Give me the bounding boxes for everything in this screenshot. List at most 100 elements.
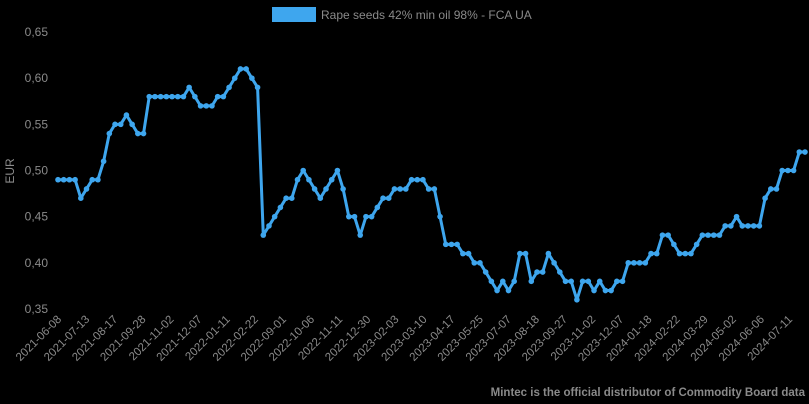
- data-point[interactable]: [699, 232, 706, 238]
- data-point[interactable]: [323, 186, 329, 192]
- data-point[interactable]: [460, 250, 466, 257]
- data-point[interactable]: [579, 278, 586, 285]
- data-point[interactable]: [762, 195, 768, 201]
- data-point[interactable]: [528, 278, 535, 285]
- data-point[interactable]: [482, 269, 489, 275]
- data-point[interactable]: [414, 176, 421, 183]
- data-point[interactable]: [385, 195, 392, 201]
- data-point[interactable]: [659, 232, 666, 238]
- data-point[interactable]: [631, 260, 637, 266]
- data-point[interactable]: [693, 241, 700, 248]
- data-point[interactable]: [117, 121, 124, 128]
- data-point[interactable]: [494, 287, 500, 294]
- data-point[interactable]: [619, 278, 626, 285]
- data-point[interactable]: [380, 195, 386, 201]
- data-point[interactable]: [192, 93, 198, 100]
- data-point[interactable]: [596, 278, 603, 285]
- data-point[interactable]: [243, 66, 249, 72]
- data-point[interactable]: [488, 278, 495, 285]
- data-point[interactable]: [174, 93, 181, 100]
- data-point[interactable]: [722, 223, 728, 229]
- data-point[interactable]: [425, 186, 432, 192]
- data-point[interactable]: [499, 278, 506, 285]
- data-point[interactable]: [431, 186, 438, 192]
- data-point[interactable]: [403, 186, 409, 192]
- data-point[interactable]: [448, 241, 455, 248]
- data-point[interactable]: [197, 103, 204, 109]
- data-point[interactable]: [733, 213, 740, 220]
- data-point[interactable]: [676, 250, 683, 257]
- data-point[interactable]: [614, 278, 620, 285]
- data-point[interactable]: [437, 213, 443, 220]
- data-point[interactable]: [391, 186, 398, 192]
- data-point[interactable]: [539, 269, 546, 275]
- data-point[interactable]: [665, 232, 671, 238]
- data-point[interactable]: [249, 75, 255, 81]
- data-point[interactable]: [636, 260, 643, 266]
- data-point[interactable]: [203, 103, 210, 109]
- data-point[interactable]: [288, 195, 295, 201]
- data-point[interactable]: [100, 158, 107, 165]
- data-point[interactable]: [505, 287, 512, 294]
- data-point[interactable]: [705, 232, 711, 238]
- data-point[interactable]: [83, 186, 90, 192]
- data-point[interactable]: [648, 250, 654, 257]
- data-point[interactable]: [95, 176, 101, 183]
- data-point[interactable]: [214, 93, 221, 100]
- data-point[interactable]: [351, 213, 358, 220]
- data-point[interactable]: [511, 278, 517, 285]
- data-point[interactable]: [785, 167, 791, 174]
- data-point[interactable]: [123, 112, 130, 118]
- data-point[interactable]: [608, 287, 614, 294]
- data-point[interactable]: [237, 66, 244, 72]
- data-point[interactable]: [728, 223, 734, 229]
- data-point[interactable]: [231, 75, 238, 81]
- data-point[interactable]: [551, 260, 557, 266]
- data-point[interactable]: [306, 176, 312, 183]
- data-point[interactable]: [625, 260, 632, 266]
- data-point[interactable]: [140, 130, 147, 137]
- data-point[interactable]: [591, 287, 597, 294]
- data-point[interactable]: [220, 93, 227, 100]
- data-point[interactable]: [517, 250, 523, 257]
- data-point[interactable]: [374, 204, 381, 211]
- data-point[interactable]: [710, 232, 717, 238]
- data-point[interactable]: [773, 186, 780, 192]
- data-point[interactable]: [328, 176, 335, 183]
- data-point[interactable]: [568, 278, 575, 285]
- data-point[interactable]: [55, 176, 61, 183]
- data-point[interactable]: [357, 232, 364, 238]
- data-point[interactable]: [209, 103, 215, 109]
- data-point[interactable]: [146, 93, 153, 100]
- data-point[interactable]: [135, 130, 141, 137]
- data-point[interactable]: [688, 250, 694, 257]
- data-point[interactable]: [112, 121, 118, 128]
- data-point[interactable]: [311, 186, 318, 192]
- data-point[interactable]: [750, 223, 757, 229]
- data-point[interactable]: [266, 223, 272, 229]
- data-point[interactable]: [254, 84, 261, 91]
- data-point[interactable]: [72, 176, 78, 183]
- data-point[interactable]: [477, 260, 483, 266]
- data-point[interactable]: [89, 176, 96, 183]
- data-point[interactable]: [66, 176, 73, 183]
- data-point[interactable]: [363, 213, 369, 220]
- data-point[interactable]: [574, 296, 580, 303]
- data-point[interactable]: [756, 223, 763, 229]
- data-point[interactable]: [106, 130, 113, 137]
- data-point[interactable]: [671, 241, 677, 248]
- data-point[interactable]: [522, 250, 529, 257]
- data-point[interactable]: [397, 186, 403, 192]
- data-point[interactable]: [277, 204, 284, 211]
- data-point[interactable]: [745, 223, 751, 229]
- data-point[interactable]: [186, 84, 192, 91]
- data-point[interactable]: [454, 241, 460, 248]
- data-point[interactable]: [169, 93, 175, 100]
- data-point[interactable]: [420, 176, 426, 183]
- data-point[interactable]: [653, 250, 660, 257]
- data-point[interactable]: [317, 195, 324, 201]
- data-point[interactable]: [534, 269, 540, 275]
- data-point[interactable]: [300, 167, 306, 174]
- data-point[interactable]: [129, 121, 135, 128]
- data-point[interactable]: [368, 213, 375, 220]
